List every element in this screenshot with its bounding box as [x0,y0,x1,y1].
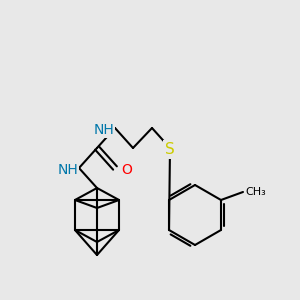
Text: CH₃: CH₃ [245,187,266,197]
Text: NH: NH [93,122,114,136]
Text: O: O [121,163,132,176]
Text: NH: NH [57,163,78,176]
Text: S: S [165,142,175,157]
